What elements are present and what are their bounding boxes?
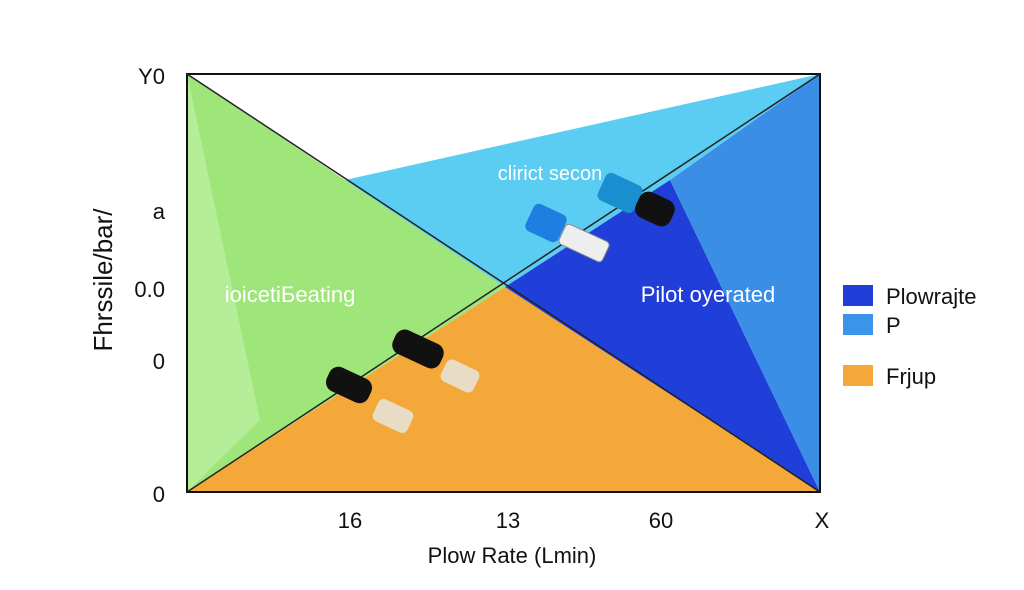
y-tick-label: 0.0	[134, 277, 165, 302]
x-tick-label: 16	[338, 508, 362, 533]
x-tick-label: 60	[649, 508, 673, 533]
legend: Plowrajte P Frjup	[843, 284, 976, 389]
diagonal	[186, 73, 821, 493]
valve-icon	[597, 172, 675, 227]
x-tick-label: X	[815, 508, 830, 533]
legend-swatch	[843, 285, 873, 306]
valve-icon	[325, 366, 414, 433]
light-blue-region	[345, 74, 820, 287]
azure-region	[670, 74, 820, 492]
y-tick-label: 0	[153, 349, 165, 374]
plot-frame	[186, 73, 821, 493]
legend-label: P	[886, 313, 901, 338]
y-tick-label: Y0	[138, 64, 165, 89]
legend-label: Plowrajte	[886, 284, 976, 309]
legend-swatch	[843, 314, 873, 335]
green-region	[187, 74, 505, 492]
y-tick-label: a	[153, 199, 166, 224]
x-axis-title: Plow Rate (Lmin)	[428, 543, 597, 568]
legend-label: Frjup	[886, 364, 936, 389]
region-label: Pilot oyerated	[641, 282, 776, 307]
dark-blue-region	[505, 180, 820, 492]
green-highlight	[187, 74, 260, 492]
y-axis-title: Fhrssile/bar/	[88, 208, 118, 352]
legend-swatch	[843, 365, 873, 386]
x-tick-label: 13	[496, 508, 520, 533]
valve-icon	[392, 329, 480, 393]
y-tick-label: 0	[153, 482, 165, 507]
orange-region	[187, 287, 820, 492]
valve-icon	[525, 203, 610, 263]
region-label: ioicetiБeating	[225, 282, 356, 307]
region-label: clirict secon	[498, 163, 602, 185]
